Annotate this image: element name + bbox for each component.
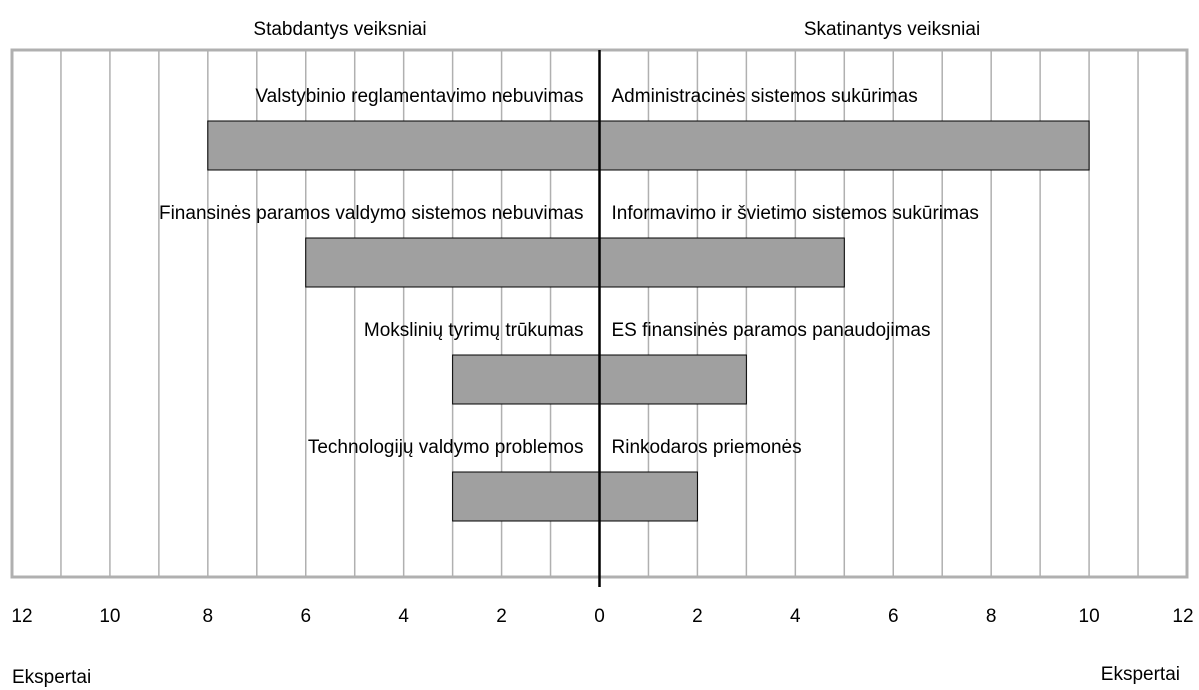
bar — [452, 471, 600, 522]
bar — [207, 120, 600, 171]
x-tick-label: 8 — [203, 606, 214, 627]
x-tick-label: 4 — [790, 606, 801, 627]
x-axis-label: Ekspertai — [1101, 664, 1180, 685]
left-title: Stabdantys veiksniai — [253, 19, 426, 40]
x-tick-label: 10 — [99, 606, 120, 627]
x-tick-label: 12 — [11, 606, 32, 627]
bar-label: Mokslinių tyrimų trūkumas — [364, 320, 584, 341]
x-tick-label: 4 — [398, 606, 409, 627]
x-tick-label: 0 — [594, 606, 605, 627]
bar — [599, 471, 698, 522]
x-tick-label: 6 — [888, 606, 899, 627]
bar-label: Administracinės sistemos sukūrimas — [612, 86, 918, 107]
x-tick-label: 12 — [1172, 606, 1193, 627]
x-tick-label: 8 — [986, 606, 997, 627]
bar — [599, 237, 845, 288]
x-tick-label: 2 — [692, 606, 703, 627]
bar-label: Rinkodaros priemonės — [612, 437, 802, 458]
bar-label: Informavimo ir švietimo sistemos sukūrim… — [612, 203, 979, 224]
right-title: Skatinantys veiksniai — [804, 19, 980, 40]
x-tick-label: 10 — [1079, 606, 1100, 627]
x-tick-label: 2 — [496, 606, 507, 627]
bar-label: Valstybinio reglamentavimo nebuvimas — [255, 86, 583, 107]
bar — [452, 354, 600, 405]
bar-label: Technologijų valdymo problemos — [308, 437, 584, 458]
bar-label: Finansinės paramos valdymo sistemos nebu… — [159, 203, 584, 224]
bar — [305, 237, 600, 288]
bar — [599, 354, 747, 405]
x-axis-label: Ekspertai — [12, 667, 91, 688]
bar-label: ES finansinės paramos panaudojimas — [612, 320, 931, 341]
x-tick-label: 6 — [300, 606, 311, 627]
bar — [599, 120, 1090, 171]
